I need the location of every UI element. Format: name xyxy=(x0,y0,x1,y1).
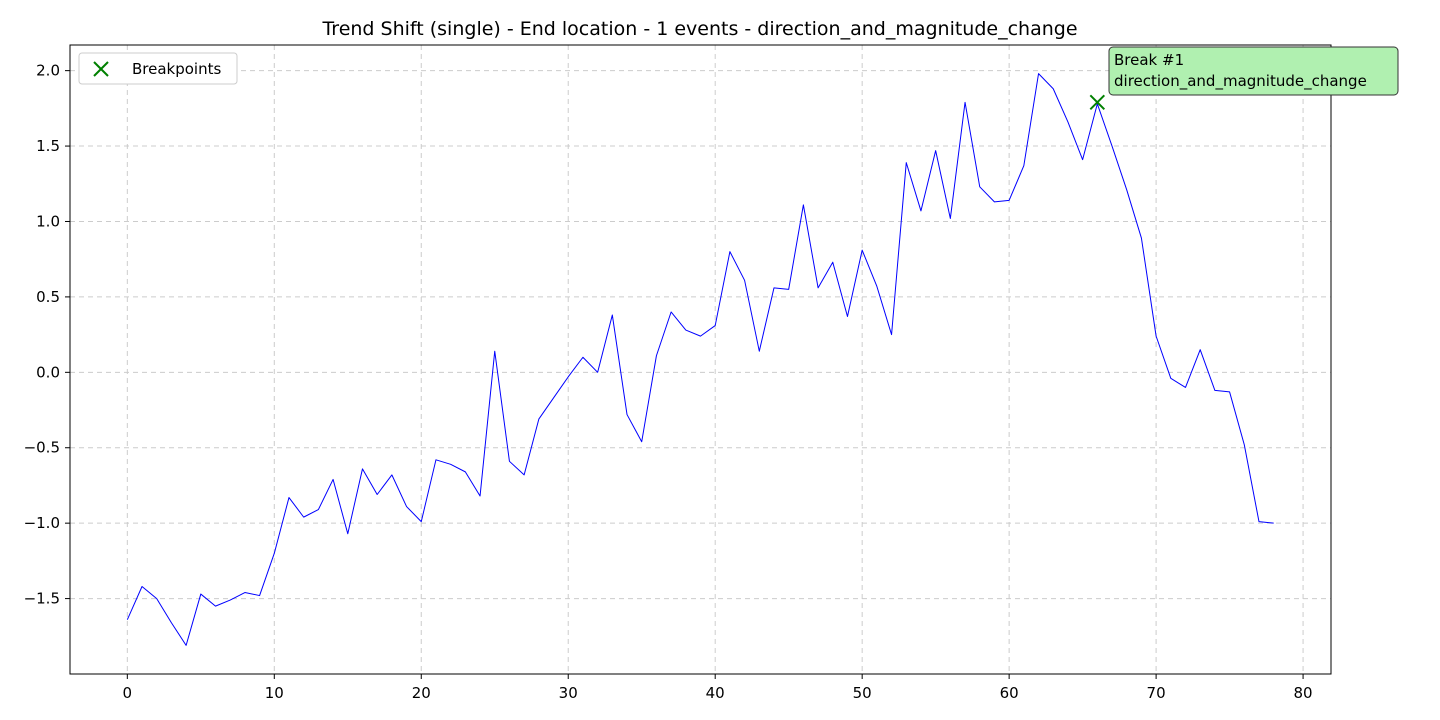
y-tick-label: 0.0 xyxy=(36,363,60,381)
y-tick-label: 0.5 xyxy=(36,288,60,306)
annotation-line2: direction_and_magnitude_change xyxy=(1114,72,1367,91)
legend-label: Breakpoints xyxy=(132,60,221,78)
breakpoint-marker xyxy=(1089,94,1106,111)
x-tick-label: 80 xyxy=(1294,684,1313,702)
x-tick-label: 20 xyxy=(412,684,431,702)
x-tick-label: 70 xyxy=(1147,684,1166,702)
breakpoint-markers xyxy=(1089,94,1106,111)
legend-marker-icon xyxy=(93,61,109,77)
x-tick-label: 0 xyxy=(123,684,133,702)
plot-frame xyxy=(69,44,1332,675)
x-tick-label: 50 xyxy=(853,684,872,702)
series-layer xyxy=(126,73,1274,646)
x-tick-label: 60 xyxy=(1000,684,1019,702)
y-tick-label: −0.5 xyxy=(24,439,60,457)
breakpoint-annotation: Break #1 direction_and_magnitude_change xyxy=(1108,46,1399,96)
y-tick-label: −1.0 xyxy=(24,514,60,532)
annotation-line1: Break #1 xyxy=(1114,51,1184,69)
series-line xyxy=(126,73,1274,646)
annotation-box xyxy=(1108,46,1399,96)
legend-box xyxy=(78,52,238,85)
y-tick-label: −1.5 xyxy=(24,590,60,608)
grid xyxy=(70,45,1331,674)
y-tick-label: 1.5 xyxy=(36,137,60,155)
chart-title: Trend Shift (single) - End location - 1 … xyxy=(321,18,1077,40)
y-tick-label: 2.0 xyxy=(36,62,60,80)
legend: Breakpoints xyxy=(78,52,238,85)
axis-ticks: 0 10 20 30 40 50 60 70 80 −1.5 −1.0 −0.5 0.0 0.5 1.0 1.… xyxy=(24,62,1313,702)
x-tick-label: 30 xyxy=(559,684,578,702)
x-tick-label: 10 xyxy=(265,684,284,702)
x-tick-label: 40 xyxy=(706,684,725,702)
y-tick-label: 1.0 xyxy=(36,212,60,230)
